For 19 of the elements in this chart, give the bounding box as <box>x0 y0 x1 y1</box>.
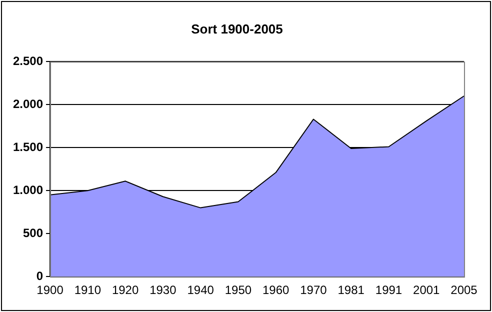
x-tick-label: 1900 <box>36 283 64 298</box>
x-tick-label: 1960 <box>262 283 290 298</box>
x-tick-label: 1910 <box>74 283 102 298</box>
x-tick-label: 1930 <box>150 283 177 298</box>
x-tick-label: 1920 <box>112 283 139 298</box>
x-tick-label: 2001 <box>413 283 440 298</box>
y-tick-label: 1.500 <box>13 140 44 154</box>
x-tick-label: 1991 <box>375 283 402 298</box>
x-tick-label: 1950 <box>224 283 252 298</box>
x-tick-label: 2005 <box>450 283 478 298</box>
y-tick-label: 2.000 <box>13 96 44 111</box>
x-tick-label: 1940 <box>187 283 214 298</box>
y-tick-label: 0 <box>36 268 44 283</box>
chart-title: Sort 1900-2005 <box>191 21 283 36</box>
y-tick-label: 2.500 <box>13 54 44 68</box>
y-tick-label: 1.000 <box>13 182 44 197</box>
x-tick-label: 1981 <box>338 283 365 298</box>
y-tick-label: 500 <box>23 226 44 240</box>
x-tick-label: 1970 <box>300 283 328 298</box>
